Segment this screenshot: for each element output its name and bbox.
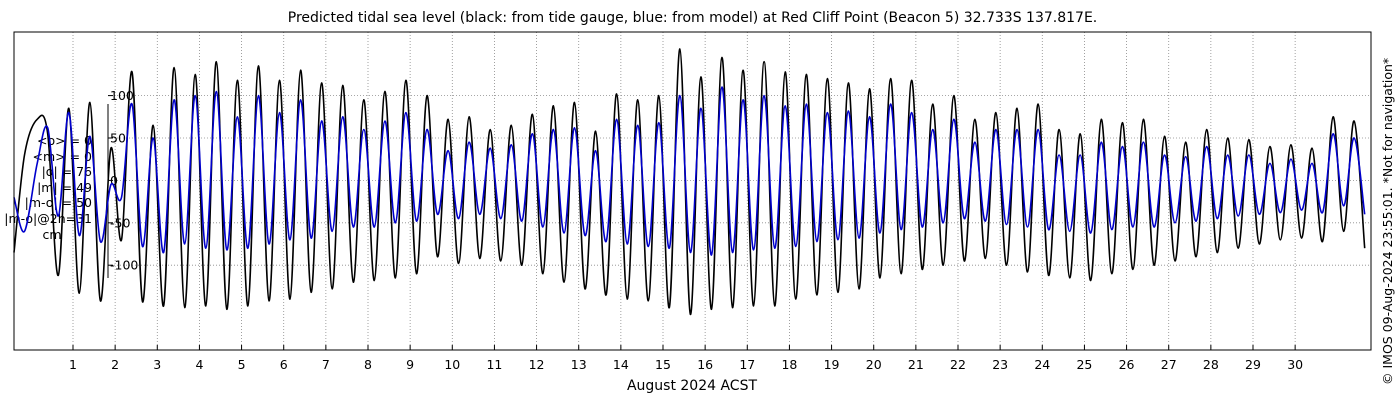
x-tick-label: 18 (781, 357, 797, 372)
x-tick-label: 21 (908, 357, 924, 372)
y-axis: 100 50 0 -50 -100 (107, 88, 138, 278)
x-tick-label: 30 (1287, 357, 1303, 372)
x-tick-label: 17 (739, 357, 755, 372)
y-tick-label: 0 (110, 173, 118, 188)
x-tick-label: 29 (1245, 357, 1261, 372)
plot-frame (13, 31, 1372, 351)
x-tick-label: 3 (153, 357, 161, 372)
stat-abs-observed: |o| = 76 (41, 164, 92, 180)
y-tick-label: -50 (110, 215, 130, 230)
series-line-model (13, 86, 1366, 256)
x-axis-label: August 2024 ACST (627, 378, 758, 394)
chart-title: Predicted tidal sea level (black: from t… (287, 10, 1098, 26)
x-tick-label: 20 (866, 357, 882, 372)
x-axis: 1 2 3 4 5 6 7 8 9 10 11 12 13 14 15 16 17 18 19 20 21 22 23 24 2… (69, 345, 1303, 372)
stat-mean-model: <m> = 0 (32, 148, 93, 164)
x-tick-label: 13 (571, 357, 587, 372)
series-line-tide-gauge (13, 48, 1366, 316)
x-tick-label: 27 (1161, 357, 1177, 372)
x-tick-label: 25 (1076, 357, 1092, 372)
x-tick-label: 22 (950, 357, 966, 372)
x-tick-label: 11 (486, 357, 502, 372)
x-tick-label: 15 (655, 357, 671, 372)
x-tick-label: 23 (992, 357, 1008, 372)
stat-unit: cm (42, 226, 62, 242)
y-tick-label: 50 (110, 131, 126, 146)
y-tick-label: 100 (110, 88, 134, 103)
x-tick-label: 28 (1203, 357, 1219, 372)
x-tick-label: 16 (697, 357, 713, 372)
stat-abs-difference-2h: |m-o|@2h=31 (4, 210, 92, 226)
x-tick-label: 2 (111, 357, 119, 372)
statistics-panel: <o> = 0 <m> = 0 |o| = 76 |m| = 49 |m-o| … (0, 133, 92, 242)
x-tick-label: 9 (406, 357, 414, 372)
x-tick-label: 24 (1034, 357, 1050, 372)
x-tick-label: 5 (238, 357, 246, 372)
y-tick-label: -100 (110, 258, 138, 273)
x-tick-label: 14 (613, 357, 629, 372)
grid-lines (72, 32, 1371, 350)
x-tick-label: 10 (444, 357, 460, 372)
x-tick-label: 19 (824, 357, 840, 372)
x-tick-label: 7 (322, 357, 330, 372)
x-tick-label: 4 (195, 357, 203, 372)
series-layer (13, 48, 1366, 316)
x-tick-label: 26 (1119, 357, 1135, 372)
x-tick-label: 12 (529, 357, 545, 372)
x-tick-label: 8 (364, 357, 372, 372)
x-tick-label: 6 (280, 357, 288, 372)
x-tick-label: 1 (69, 357, 77, 372)
